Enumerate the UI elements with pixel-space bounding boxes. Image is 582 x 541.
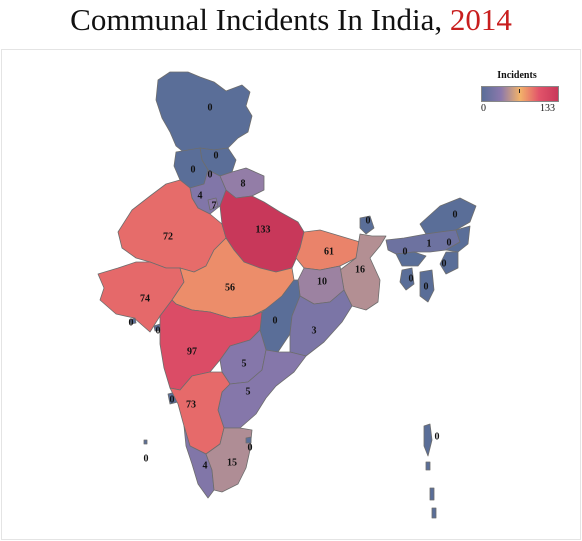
state-sikkim[interactable] bbox=[359, 215, 375, 235]
value-label-goa: 0 bbox=[170, 394, 175, 405]
value-label-meghalaya: 0 bbox=[403, 246, 408, 257]
value-label-tripura: 0 bbox=[409, 273, 414, 284]
legend-color-bar bbox=[481, 86, 559, 102]
value-label-uttar-pradesh: 133 bbox=[256, 224, 271, 235]
title-year: 2014 bbox=[449, 2, 512, 37]
value-label-mizoram: 0 bbox=[424, 281, 429, 292]
value-label-kerala: 4 bbox=[203, 460, 208, 471]
state-puducherry[interactable] bbox=[245, 436, 252, 444]
legend-mid-tick bbox=[519, 89, 520, 93]
value-label-assam: 1 bbox=[427, 238, 432, 249]
state-lakshadweep[interactable] bbox=[143, 439, 148, 445]
state-andaman-nicobar[interactable] bbox=[423, 423, 437, 519]
value-label-daman-diu: 0 bbox=[129, 317, 134, 328]
value-label-dadra-nagar-haveli: 0 bbox=[156, 325, 161, 336]
legend-title: Incidents bbox=[497, 70, 537, 81]
value-label-west-bengal: 16 bbox=[355, 264, 365, 275]
value-label-tamil-nadu: 15 bbox=[227, 457, 237, 468]
state-jammu-kashmir[interactable] bbox=[155, 71, 253, 155]
value-label-chandigarh: 0 bbox=[208, 169, 213, 180]
value-label-punjab: 0 bbox=[191, 164, 196, 175]
state-tripura[interactable] bbox=[399, 267, 415, 291]
legend: Incidents 0 133 bbox=[479, 70, 559, 115]
value-label-sikkim: 0 bbox=[366, 215, 371, 226]
value-label-odisha: 3 bbox=[312, 325, 317, 336]
value-label-karnataka: 73 bbox=[186, 399, 196, 410]
page-title: Communal Incidents In India, 2014 bbox=[0, 2, 582, 38]
value-label-andaman-nicobar: 0 bbox=[435, 431, 440, 442]
value-label-madhya-pradesh: 56 bbox=[225, 282, 235, 293]
value-label-andhra-pradesh: 5 bbox=[246, 386, 251, 397]
value-label-telangana: 5 bbox=[242, 358, 247, 369]
state-odisha[interactable] bbox=[289, 289, 353, 357]
legend-min-label: 0 bbox=[481, 103, 486, 114]
value-label-arunachal-pradesh: 0 bbox=[453, 209, 458, 220]
state-daman-diu[interactable] bbox=[129, 317, 137, 325]
value-label-chhattisgarh: 0 bbox=[273, 315, 278, 326]
state-shapes bbox=[97, 71, 477, 519]
value-label-himachal-pradesh: 0 bbox=[214, 150, 219, 161]
state-kerala[interactable] bbox=[183, 425, 215, 499]
value-label-gujarat: 74 bbox=[140, 293, 150, 304]
value-label-haryana: 4 bbox=[198, 190, 203, 201]
legend-max-label: 133 bbox=[540, 103, 555, 114]
value-label-jammu-kashmir: 0 bbox=[208, 102, 213, 113]
state-tamil-nadu[interactable] bbox=[205, 427, 253, 493]
value-label-rajasthan: 72 bbox=[163, 231, 173, 242]
state-manipur[interactable] bbox=[439, 251, 459, 275]
value-label-jharkhand: 10 bbox=[317, 276, 327, 287]
state-mizoram[interactable] bbox=[419, 269, 435, 303]
legend-ticks: 0 133 bbox=[479, 89, 559, 115]
value-label-maharashtra: 97 bbox=[187, 346, 197, 357]
value-label-bihar: 61 bbox=[324, 246, 334, 257]
value-label-uttarakhand: 8 bbox=[241, 178, 246, 189]
value-label-lakshadweep: 0 bbox=[144, 453, 149, 464]
state-delhi[interactable] bbox=[207, 197, 219, 211]
value-label-puducherry: 0 bbox=[248, 442, 253, 453]
value-label-nagaland: 0 bbox=[447, 237, 452, 248]
value-label-manipur: 0 bbox=[442, 258, 447, 269]
state-meghalaya[interactable] bbox=[395, 251, 427, 267]
title-main: Communal Incidents In India, bbox=[70, 2, 443, 37]
value-label-delhi: 7 bbox=[212, 200, 217, 211]
